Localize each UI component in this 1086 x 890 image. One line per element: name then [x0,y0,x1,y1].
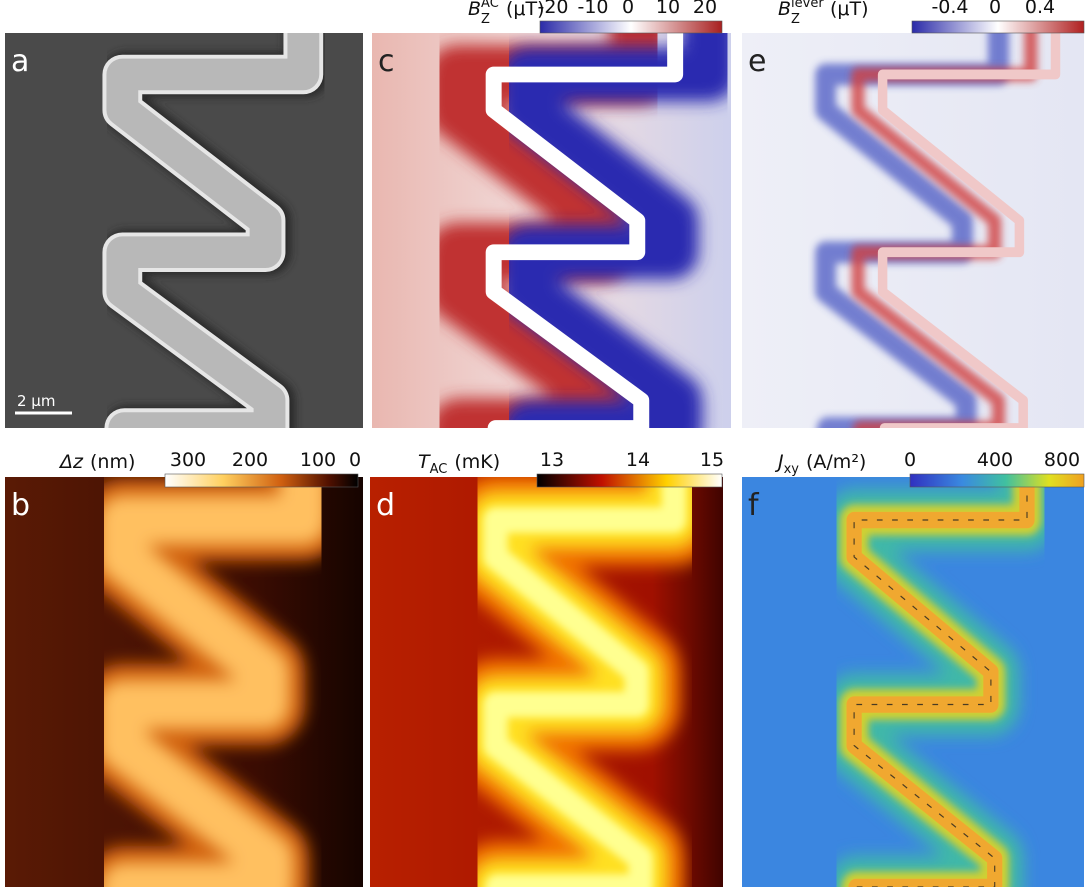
colorbar-tick-label: -10 [577,0,608,18]
label-sup: lever [791,0,824,11]
label-sup: AC [481,0,499,11]
colorbar-tick-label: 20 [693,0,717,18]
panel-letter: a [11,44,29,79]
colorbar [910,474,1084,487]
panel-image [370,446,723,890]
label-unit: (nm) [90,451,135,473]
panel-letter: f [748,488,760,523]
colorbar-tick-label: 0 [349,449,361,471]
colorbar [537,474,722,487]
label-sub: Z [481,12,490,27]
colorbar-tick-label: 10 [656,0,680,18]
colorbar-tick-label: 300 [170,449,206,471]
colorbar-tick-label: 0 [904,449,916,471]
colorbar-tick-label: 13 [540,449,564,471]
label-symbol: B [468,0,481,20]
colorbar-tick-label: 800 [1044,449,1080,471]
figure: a2 μmb3002001000Δz(nm)c-20-1001020BACZ(μ… [0,0,1086,890]
panel-image [742,446,1084,890]
scale-bar-label: 2 μm [17,392,55,410]
colorbar-tick-label: 100 [300,449,336,471]
colorbar-tick-label: 15 [700,449,724,471]
colorbar-label: TAC(mK) [418,451,500,477]
label-unit: (μT) [830,0,869,20]
colorbar-label: Δz (nm) [58,451,135,473]
colorbar [540,21,722,33]
panel-image [372,3,731,457]
colorbar-tick-label: 14 [626,449,650,471]
panel-image [742,3,1084,457]
label-symbol: B [778,0,791,20]
label-sub: xy [784,462,800,477]
colorbar-tick-label: 0.4 [1025,0,1055,18]
panel-image [5,3,363,457]
colorbar [165,474,358,487]
label-unit: (A/m²) [806,451,866,473]
colorbar-tick-label: -0.4 [931,0,968,18]
label-unit: (mK) [454,451,500,473]
colorbar-tick-label: 400 [977,449,1013,471]
colorbar-tick-label: 200 [232,449,268,471]
colorbar-tick-label: 0 [622,0,634,18]
label-symbol: Δz [58,451,84,473]
panel-letter: c [378,44,395,79]
panel-letter: d [376,488,395,523]
colorbar-label: Jxy (A/m²) [774,451,866,477]
panel-image [5,446,363,890]
label-unit: (μT) [506,0,545,20]
panel-letter: e [748,44,766,79]
label-sub: Z [791,12,800,27]
colorbar [912,21,1084,33]
panel-letter: b [11,488,30,523]
label-sub: AC [430,462,448,477]
label-symbol: J [774,451,784,473]
colorbar-tick-label: 0 [989,0,1001,18]
